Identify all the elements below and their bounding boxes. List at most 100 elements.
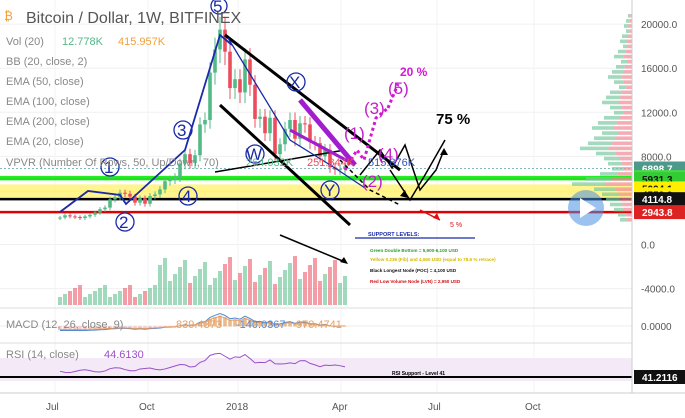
candle-body <box>168 179 172 182</box>
volume-bar <box>258 275 262 305</box>
volume-bar <box>278 277 282 305</box>
legend-green: Green Double Bottom = 5,900-6,100 USD <box>370 248 459 253</box>
volume-bar <box>88 294 92 305</box>
volume-bar <box>283 270 287 305</box>
x-tick: Jul <box>46 402 59 413</box>
candle-body <box>123 192 127 194</box>
volume-bar <box>208 285 212 305</box>
macd-hist <box>108 326 112 329</box>
volume-bar <box>68 291 72 305</box>
volume-bar <box>203 262 207 305</box>
macd-hist <box>78 326 82 331</box>
volume-bar <box>318 281 322 305</box>
vp-bar-down <box>630 14 632 18</box>
vp-bar-down <box>622 202 632 207</box>
vp-bar-down <box>623 80 632 84</box>
volume-bar <box>223 264 227 305</box>
price-tag-label: 4114.8 <box>642 195 672 206</box>
price-tick: 0.0 <box>641 241 655 252</box>
x-tick: Oct <box>139 402 155 413</box>
vp-bar-up <box>580 146 609 151</box>
candle-body <box>198 124 202 156</box>
candle-body <box>158 189 162 195</box>
candle-body <box>73 216 77 218</box>
volume-bar <box>63 294 67 305</box>
bb-label: BB (20, close, 2) <box>6 56 87 68</box>
candle-body <box>228 51 232 89</box>
x-tick: Oct <box>525 402 541 413</box>
volume-bar <box>298 279 302 305</box>
vp-bar-up <box>596 151 616 156</box>
wave-count-line <box>59 33 233 213</box>
vp-bar-up <box>618 49 626 54</box>
macd-hist <box>288 322 292 327</box>
candle-body <box>108 199 112 208</box>
macd-hist <box>193 325 197 327</box>
legend-black: Black Longest Node (POC) = 4,100 USD <box>370 268 457 273</box>
macd-hist <box>128 326 132 329</box>
vp-bar-down <box>618 131 632 135</box>
wave-3-label: 3 <box>177 121 186 140</box>
wave-y-label: Y <box>324 181 335 200</box>
vp-bar-down <box>623 207 632 212</box>
header-legend: ₿ Bitcoin / Dollar, 1W, BITFINEX Vol (20… <box>4 9 416 169</box>
candle-body <box>278 144 282 155</box>
vp-bar-up <box>618 212 626 217</box>
macd-hist <box>208 318 212 327</box>
vp-bar-up <box>586 177 612 181</box>
vp-bar-up <box>612 167 623 171</box>
candle-body <box>113 197 117 200</box>
vp-bar-down <box>608 146 632 151</box>
volume-bar <box>308 265 312 305</box>
drawings <box>59 33 475 264</box>
macd-hist <box>318 325 322 327</box>
volume-bar <box>98 288 102 305</box>
candle-body <box>103 207 107 210</box>
volume-bar <box>193 276 197 305</box>
vp-bar-up <box>572 182 605 186</box>
red-arrow-head <box>433 213 440 220</box>
vp-bar-down <box>629 19 632 23</box>
macd-hist <box>73 326 77 331</box>
rsi-label: RSI (14, close) <box>6 349 79 361</box>
volume-bar <box>73 288 77 305</box>
candle-body <box>143 198 147 204</box>
candle-body <box>293 119 297 139</box>
macd-hist <box>228 320 232 327</box>
vp-bar-down <box>618 100 632 105</box>
candle-body <box>63 215 67 218</box>
macd-hist <box>148 326 152 329</box>
macd-hist <box>298 322 302 327</box>
vp-bar-down <box>621 161 632 166</box>
price-tags: 6898.76113.95931.35094.14553.94114.82943… <box>634 161 685 384</box>
volume-bar <box>123 288 127 305</box>
volume-bar <box>128 285 132 305</box>
candle-body <box>288 119 292 129</box>
play-button[interactable] <box>568 190 604 226</box>
candle-body <box>263 116 267 134</box>
vp-bar-down <box>627 34 632 38</box>
vp-bar-up <box>614 110 624 115</box>
vp-bar-down <box>618 192 632 197</box>
macd-hist <box>113 326 117 329</box>
macd-hist <box>198 322 202 327</box>
macd-hist <box>93 326 97 330</box>
volume-bar <box>183 260 187 305</box>
candle-body <box>233 79 237 89</box>
vp-bar-down <box>627 44 632 49</box>
macd-value-1: 839.4373 <box>176 319 222 331</box>
candle-body <box>298 123 302 139</box>
volume-bar <box>343 276 347 305</box>
volume-bar <box>323 274 327 305</box>
vp-bar-up <box>604 156 620 161</box>
macd-hist <box>233 319 237 327</box>
rsi-tag <box>634 370 685 384</box>
vp-bar-up <box>610 202 623 207</box>
macd-hist <box>88 326 92 331</box>
x-tick: Apr <box>332 402 348 413</box>
wave-w-label: W <box>246 145 262 164</box>
volume-bar <box>273 284 277 305</box>
wave-labels: 5 X W Y 3 4 1 2 (1) (2) (3) (4) (5) 20 %… <box>100 0 470 232</box>
price-tag <box>634 205 685 220</box>
